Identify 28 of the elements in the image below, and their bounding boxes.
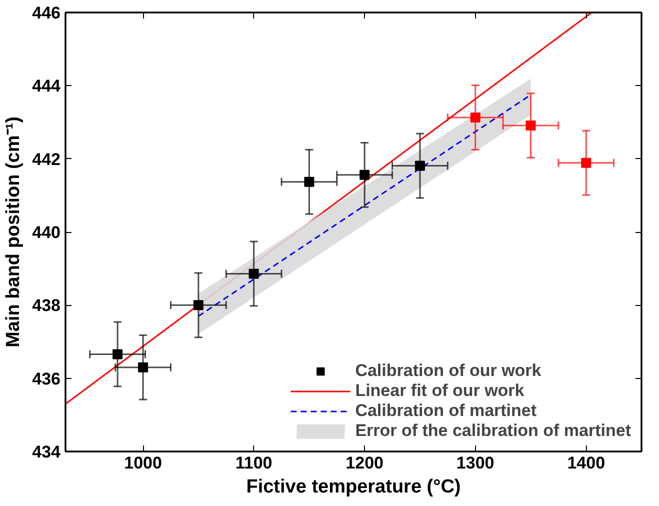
point <box>360 170 370 180</box>
y-tick-label: 442 <box>32 150 61 169</box>
y-tick-label: 436 <box>32 369 61 388</box>
x-tick-label: 1100 <box>235 454 272 472</box>
legend-label: Calibration of our work <box>355 361 542 381</box>
x-axis-title: Fictive temperature (°C) <box>246 476 461 498</box>
y-tick-label: 434 <box>32 442 62 462</box>
point <box>112 349 123 360</box>
x-tick-label: 1000 <box>124 454 162 472</box>
point <box>526 120 536 131</box>
y-axis-title: Main band position (cm⁻¹) <box>3 116 24 348</box>
legend-label: Calibration of martinet <box>355 401 537 421</box>
point <box>138 362 148 372</box>
point <box>304 176 314 187</box>
legend-label: Linear fit of our work <box>355 381 524 401</box>
x-tick-label: 1400 <box>567 454 606 472</box>
point <box>414 160 425 171</box>
legend-label: Error of the calibration of martinet <box>355 421 631 441</box>
y-tick-label: 438 <box>32 296 61 316</box>
point <box>193 300 204 310</box>
y-tick-label: 440 <box>32 223 61 242</box>
point <box>470 112 480 122</box>
y-tick-label: 446 <box>32 4 61 22</box>
point <box>581 158 592 168</box>
x-tick-label: 1300 <box>456 454 494 472</box>
y-tick-label: 444 <box>32 76 62 96</box>
x-tick-label: 1200 <box>346 454 384 472</box>
point <box>248 268 259 279</box>
